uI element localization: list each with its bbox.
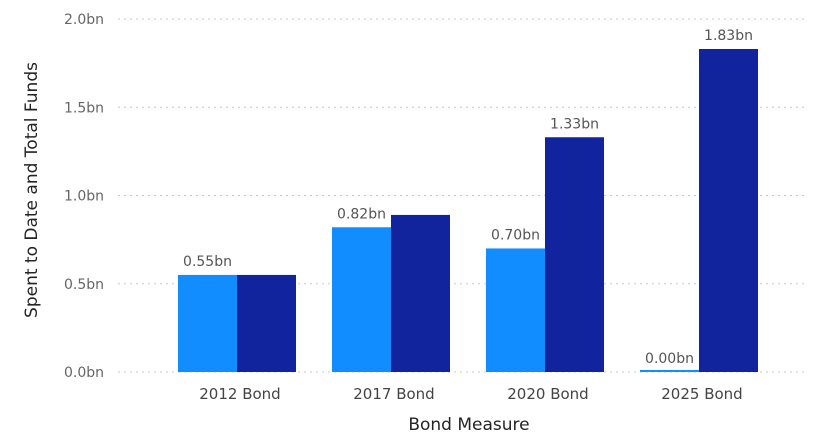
x-category-label: 2025 Bond <box>661 385 742 403</box>
y-axis-ticks: 0.0bn 0.5bn 1.0bn 1.5bn 2.0bn <box>64 12 104 381</box>
data-label: 1.33bn <box>550 116 599 132</box>
bar-series1-1 <box>332 227 391 372</box>
data-label: 0.00bn <box>645 351 694 367</box>
x-category-label: 2012 Bond <box>199 385 280 403</box>
y-tick-label: 0.5bn <box>64 277 104 293</box>
y-tick-label: 1.5bn <box>64 100 104 116</box>
y-tick-label: 1.0bn <box>64 189 104 205</box>
data-label: 0.70bn <box>491 227 540 243</box>
x-category-label: 2020 Bond <box>507 385 588 403</box>
x-axis-categories: 2012 Bond 2017 Bond 2020 Bond 2025 Bond <box>199 385 742 403</box>
y-tick-label: 0.0bn <box>64 365 104 381</box>
x-category-label: 2017 Bond <box>353 385 434 403</box>
bar-series2-3 <box>699 49 758 372</box>
bar-series1-0 <box>178 274 237 372</box>
bar-series1-3 <box>640 370 699 372</box>
bar-series2-1 <box>391 214 450 372</box>
data-label: 1.83bn <box>704 28 753 44</box>
bar-series2-0 <box>237 274 296 372</box>
x-axis-title: Bond Measure <box>408 415 529 435</box>
data-labels: 0.55bn 0.82bn 0.70bn 1.33bn 0.00bn 1.83bn <box>183 28 753 367</box>
bars <box>178 49 758 372</box>
y-axis-title: Spent to Date and Total Funds <box>22 62 42 318</box>
data-label: 0.82bn <box>337 206 386 222</box>
y-tick-label: 2.0bn <box>64 12 104 28</box>
data-label: 0.55bn <box>183 254 232 270</box>
bar-series2-2 <box>545 137 604 372</box>
bar-series1-2 <box>486 248 545 372</box>
